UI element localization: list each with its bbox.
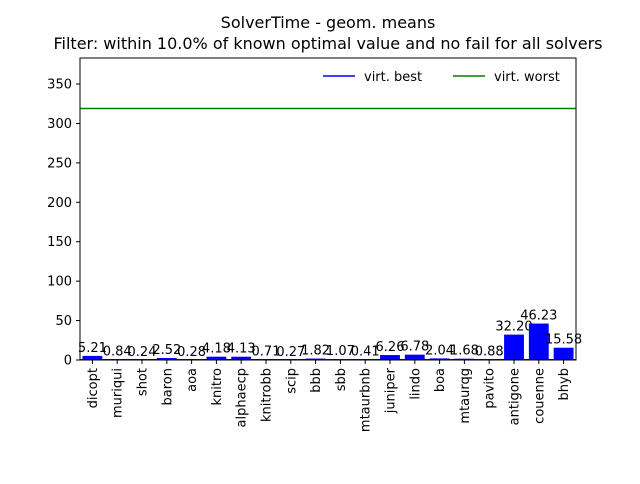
x-tick-label: antigone [508,368,523,425]
y-tick-label: 350 [47,78,72,93]
x-tick-label: alphaecp [235,368,250,427]
y-tick-label: 250 [47,156,72,171]
y-tick-label: 300 [47,117,72,132]
x-tick-label: baron [160,368,175,405]
y-tick-label: 50 [55,314,72,329]
y-tick-label: 150 [47,235,72,250]
bar-value-label: 15.58 [545,333,582,348]
x-tick-label: muriqui [111,368,126,418]
x-tick-label: shot [136,368,151,396]
x-tick-label: juniper [384,367,399,414]
x-tick-label: aoa [185,368,200,392]
x-tick-label: lindo [408,368,423,400]
x-tick-label: boa [433,368,448,392]
y-tick-label: 0 [64,354,72,369]
x-tick-label: bhyb [557,368,572,400]
x-tick-label: scip [284,368,299,394]
bar-value-label: 46.23 [520,309,557,324]
x-tick-label: sbb [334,368,349,391]
bar-antigone [504,335,524,360]
x-tick-label: bbb [309,368,324,393]
x-tick-label: knitro [210,368,225,406]
x-tick-label: pavito [483,368,498,409]
y-tick-label: 100 [47,275,72,290]
legend-label: virt. worst [494,70,560,85]
x-tick-label: mtaurqg [458,368,473,424]
x-tick-label: dicopt [86,368,101,408]
bar-value-label: 0.88 [475,344,504,359]
x-tick-label: couenne [532,368,547,424]
y-tick-label: 200 [47,196,72,211]
bar-bhyb [554,348,574,360]
legend-label: virt. best [364,70,422,85]
x-tick-label: mtaurbnb [359,368,374,432]
chart-title: SolverTime - geom. means [221,13,436,32]
chart-subtitle: Filter: within 10.0% of known optimal va… [53,34,602,53]
x-tick-label: knitrobb [260,368,275,422]
